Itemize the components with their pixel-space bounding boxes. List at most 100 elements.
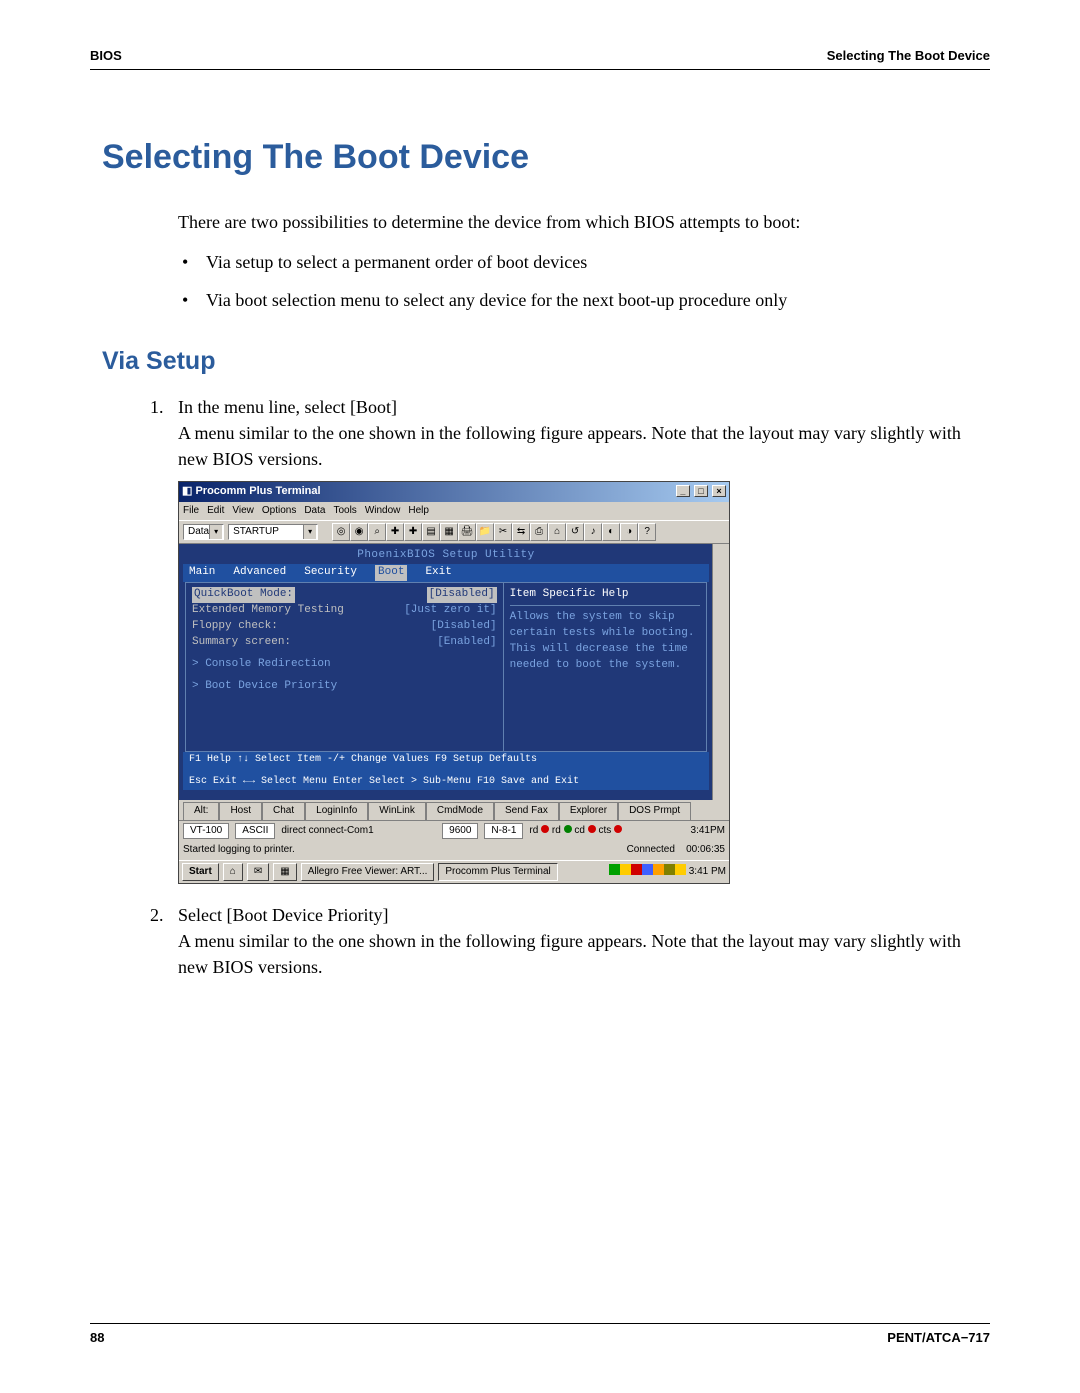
- quicklaunch-icon[interactable]: ▦: [273, 863, 296, 882]
- start-button[interactable]: Start: [182, 863, 219, 882]
- taskbar-item-active[interactable]: Procomm Plus Terminal: [438, 863, 557, 882]
- toolbar-icon[interactable]: 🖨: [458, 523, 476, 541]
- led-label: cd: [572, 825, 588, 836]
- bios-setting-row[interactable]: Extended Memory Testing[Just zero it]: [192, 603, 497, 619]
- toolbar-icon[interactable]: ◎: [332, 523, 350, 541]
- terminal-window: ◧ Procomm Plus Terminal _ □ × FileEditVi…: [178, 481, 730, 884]
- status-time: 3:41PM: [691, 824, 725, 839]
- toolbar-icon[interactable]: ◑: [620, 523, 638, 541]
- step-1-desc: A menu similar to the one shown in the f…: [178, 423, 961, 469]
- menu-item[interactable]: Window: [365, 505, 401, 516]
- bios-tab[interactable]: Exit: [425, 565, 451, 581]
- quicklaunch-icon[interactable]: ⌂: [223, 863, 243, 882]
- toolbar-icon[interactable]: ?: [638, 523, 656, 541]
- tray-icon[interactable]: [664, 864, 675, 875]
- bios-submenu-item[interactable]: > Console Redirection: [192, 657, 497, 673]
- window-title: Procomm Plus Terminal: [195, 485, 320, 497]
- toolbar-icon[interactable]: ▤: [422, 523, 440, 541]
- bios-tab[interactable]: Advanced: [233, 565, 286, 581]
- toolbar-icon[interactable]: ⌂: [548, 523, 566, 541]
- bottom-tab[interactable]: Explorer: [559, 802, 618, 820]
- bios-frame: QuickBoot Mode:[Disabled]Extended Memory…: [185, 582, 707, 752]
- toolbar-select-2[interactable]: STARTUP: [228, 524, 318, 540]
- status-bits: N-8-1: [484, 823, 523, 840]
- menu-item[interactable]: Tools: [333, 505, 356, 516]
- toolbar-icon[interactable]: ✚: [404, 523, 422, 541]
- bottom-tab[interactable]: Chat: [262, 802, 305, 820]
- menu-item[interactable]: Options: [262, 505, 296, 516]
- tray-icon[interactable]: [620, 864, 631, 875]
- close-icon[interactable]: ×: [712, 485, 726, 497]
- bullet-item: Via boot selection menu to select any de…: [178, 287, 990, 313]
- bullet-list: Via setup to select a permanent order of…: [178, 249, 990, 313]
- menu-item[interactable]: Edit: [207, 505, 224, 516]
- status-bar-2: Started logging to printer. Connected 00…: [179, 841, 729, 860]
- bottom-tab[interactable]: Alt:: [183, 802, 219, 820]
- bottom-tab[interactable]: Send Fax: [494, 802, 559, 820]
- status-mode: ASCII: [235, 823, 275, 840]
- bios-setting-row[interactable]: QuickBoot Mode:[Disabled]: [192, 587, 497, 603]
- window-toolbar: Data STARTUP ◎◉⌕✚✚▤▦🖨📁✂⇆⎙⌂↺♪◐◑?: [179, 520, 729, 544]
- bios-tab[interactable]: Boot: [375, 565, 407, 581]
- bios-setting-row[interactable]: Floppy check:[Disabled]: [192, 619, 497, 635]
- bios-setting-value: [Disabled]: [427, 587, 497, 603]
- step-2-desc: A menu similar to the one shown in the f…: [178, 931, 961, 977]
- toolbar-icon[interactable]: ✂: [494, 523, 512, 541]
- bottom-tab[interactable]: WinLink: [368, 802, 426, 820]
- step-1-lead: In the menu line, select [Boot]: [178, 397, 397, 417]
- menu-item[interactable]: Help: [408, 505, 429, 516]
- bottom-tab[interactable]: CmdMode: [426, 802, 494, 820]
- bottom-tab[interactable]: DOS Prmpt: [618, 802, 691, 820]
- toolbar-icon[interactable]: 📁: [476, 523, 494, 541]
- bios-submenu-item[interactable]: > Boot Device Priority: [192, 679, 497, 695]
- bios-setting-row[interactable]: Summary screen:[Enabled]: [192, 635, 497, 651]
- bullet-item: Via setup to select a permanent order of…: [178, 249, 990, 275]
- status-terminal-type: VT-100: [183, 823, 229, 840]
- toolbar-icon[interactable]: ▦: [440, 523, 458, 541]
- tray-icon[interactable]: [642, 864, 653, 875]
- menu-item[interactable]: View: [232, 505, 254, 516]
- led-icon: [541, 825, 549, 833]
- tray-icon[interactable]: [653, 864, 664, 875]
- toolbar-icon[interactable]: ✚: [386, 523, 404, 541]
- bios-setting-key: Extended Memory Testing: [192, 603, 344, 619]
- menu-item[interactable]: File: [183, 505, 199, 516]
- bios-tab[interactable]: Main: [189, 565, 215, 581]
- page-header: BIOS Selecting The Boot Device: [90, 48, 990, 70]
- toolbar-icon[interactable]: ♪: [584, 523, 602, 541]
- steps-list: In the menu line, select [Boot] A menu s…: [178, 394, 990, 980]
- tray-icon[interactable]: [631, 864, 642, 875]
- led-icon: [564, 825, 572, 833]
- status-message: Started logging to printer.: [183, 843, 295, 858]
- bottom-tab[interactable]: LoginInfo: [305, 802, 368, 820]
- led-icon: [614, 825, 622, 833]
- toolbar-icon[interactable]: ◉: [350, 523, 368, 541]
- menu-item[interactable]: Data: [304, 505, 325, 516]
- toolbar-icon-group: ◎◉⌕✚✚▤▦🖨📁✂⇆⎙⌂↺♪◐◑?: [332, 523, 656, 541]
- quicklaunch-icon[interactable]: ✉: [247, 863, 269, 882]
- toolbar-icon[interactable]: ↺: [566, 523, 584, 541]
- taskbar: Start ⌂ ✉ ▦ Allegro Free Viewer: ART... …: [179, 860, 729, 884]
- bios-tab[interactable]: Security: [304, 565, 357, 581]
- toolbar-icon[interactable]: ⇆: [512, 523, 530, 541]
- bottom-tab[interactable]: Host: [219, 802, 262, 820]
- toolbar-select-1[interactable]: Data: [183, 524, 224, 540]
- scroll-up-icon[interactable]: ▴: [714, 546, 728, 560]
- minimize-icon[interactable]: _: [676, 485, 690, 497]
- toolbar-icon[interactable]: ⌕: [368, 523, 386, 541]
- step-1: In the menu line, select [Boot] A menu s…: [178, 394, 990, 884]
- toolbar-icon[interactable]: ⎙: [530, 523, 548, 541]
- toolbar-icon[interactable]: ◐: [602, 523, 620, 541]
- footer-right: PENT/ATCA−717: [887, 1330, 990, 1345]
- bios-keys-line-2: Esc Exit ←→ Select Menu Enter Select > S…: [189, 776, 579, 788]
- taskbar-item[interactable]: Allegro Free Viewer: ART...: [301, 863, 435, 882]
- scroll-down-icon[interactable]: ▾: [714, 784, 728, 798]
- system-tray: 3:41 PM: [609, 864, 726, 881]
- tray-icon[interactable]: [675, 864, 686, 875]
- tray-icon[interactable]: [609, 864, 620, 875]
- page-footer: 88 PENT/ATCA−717: [90, 1323, 990, 1345]
- bios-left-panel: QuickBoot Mode:[Disabled]Extended Memory…: [186, 583, 503, 751]
- status-bar-1: VT-100 ASCII direct connect-Com1 9600 N-…: [179, 820, 729, 842]
- maximize-icon[interactable]: □: [694, 485, 708, 497]
- start-button-label: Start: [189, 866, 212, 877]
